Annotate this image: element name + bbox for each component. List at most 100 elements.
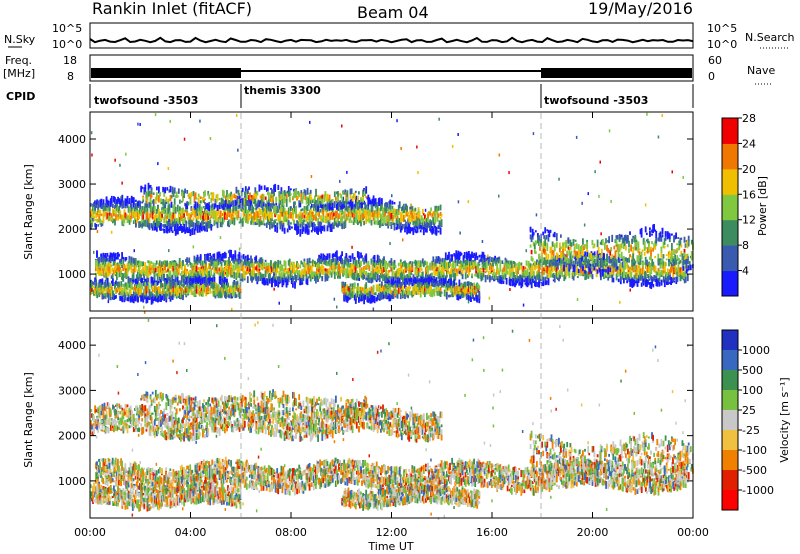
power-echo-1522 (441, 214, 443, 217)
power-echo-1767 (147, 277, 149, 283)
power-echo-4942 (365, 286, 367, 288)
nave-label: Nave (747, 64, 775, 77)
power-echo-978 (316, 213, 318, 216)
power-echo-1435 (420, 222, 422, 225)
power-echo-482 (200, 218, 202, 221)
power-echo-1486 (432, 228, 434, 234)
power-echo-95 (112, 221, 114, 223)
power-echo-2692 (350, 256, 352, 263)
power-echo-2622 (334, 272, 336, 280)
power-echo-1359 (402, 224, 404, 229)
power-echo-1465 (427, 214, 429, 219)
power-echo-3125 (443, 275, 445, 278)
power-echo-818 (278, 207, 280, 209)
power-echo-940 (308, 229, 310, 232)
power-echo-28 (96, 213, 98, 215)
power-echo-2490 (305, 263, 307, 266)
power-echo-1005 (322, 215, 324, 222)
power-echo-1390 (409, 222, 411, 225)
power-echo-253 (149, 223, 151, 230)
power-echo-2766 (365, 254, 367, 262)
power-echo-3254 (471, 274, 473, 277)
power-echo-1149 (355, 209, 357, 212)
power-echo-3339 (490, 276, 492, 280)
power-echo-3277 (476, 256, 478, 259)
power-echo-2508 (309, 263, 311, 266)
power-echo-322 (164, 208, 166, 210)
power-echo-3848 (603, 253, 605, 257)
power-echo-4738 (211, 279, 213, 282)
cpid-segment-1: twofsound -3503 (94, 94, 198, 107)
power-echo-529 (211, 225, 213, 227)
power-echo-4109 (661, 280, 663, 283)
power-echo-160 (127, 196, 129, 204)
power-echo-1744 (142, 262, 144, 264)
power-echo-4136 (667, 282, 669, 285)
power-echo-1116 (348, 211, 350, 217)
power-echo-2757 (363, 276, 365, 279)
power-echo-188 (133, 201, 135, 208)
power-echo-753 (264, 223, 266, 225)
power-echo-4653 (193, 278, 195, 281)
power-echo-1075 (338, 213, 340, 219)
power-echo-1216 (370, 212, 372, 219)
power-echo-3596 (548, 280, 550, 285)
power-echo-3682 (565, 271, 567, 277)
power-echo-3611 (551, 272, 553, 275)
power-echo-2456 (297, 267, 299, 269)
power-echo-1074 (338, 222, 340, 226)
power-echo-4089 (657, 282, 659, 285)
power-echo-2355 (275, 280, 277, 286)
power-echo-1652 (121, 265, 123, 268)
power-echo-1270 (381, 215, 383, 221)
power-echo-3312 (485, 275, 487, 282)
power-echo-1136 (353, 222, 355, 225)
power-echo-2656 (341, 258, 343, 264)
power-echo-3324 (487, 277, 489, 280)
power-echo-4441 (141, 283, 143, 289)
power-echo-1924 (182, 261, 184, 266)
power-echo-3926 (620, 276, 622, 281)
station-title: Rankin Inlet (fitACF) (92, 0, 252, 18)
power-echo-4390 (129, 282, 131, 288)
power-echo-2497 (307, 279, 309, 286)
power-echo-737 (260, 216, 262, 222)
power-echo-4361 (121, 290, 123, 294)
power-echo-2679 (347, 267, 349, 271)
power-echo-2365 (277, 261, 279, 268)
power-echo-1334 (397, 223, 399, 229)
power-echo-923 (304, 220, 306, 222)
power-echo-2745 (361, 255, 363, 257)
cpid-label: CPID (6, 90, 35, 103)
nsky-left-tick-bottom: 10^0 (52, 38, 82, 51)
power-echo-2980 (411, 267, 413, 271)
nsky-left-tick-top: 10^5 (52, 22, 82, 35)
power-echo-3574 (542, 277, 544, 281)
power-echo-838 (284, 228, 286, 234)
power-echo-2704 (352, 253, 354, 259)
power-echo-4533 (164, 283, 166, 290)
power-echo-3021 (421, 268, 423, 271)
power-echo-1680 (128, 277, 130, 282)
power-echo-4897 (353, 289, 355, 292)
power-echo-2478 (303, 275, 305, 279)
power-echo-2975 (410, 273, 412, 275)
power-echo-859 (289, 228, 291, 230)
power-echo-2462 (299, 265, 301, 269)
power-echo-1801 (155, 268, 157, 273)
power-echo-1509 (438, 213, 440, 217)
power-echo-258 (150, 212, 152, 218)
power-echo-2473 (301, 283, 303, 285)
power-echo-35 (97, 201, 99, 209)
power-echo-57 (103, 199, 105, 204)
power-echo-1475 (429, 212, 431, 216)
power-echo-784 (270, 222, 272, 224)
power-echo-2742 (360, 261, 362, 266)
power-echo-1545 (98, 257, 100, 264)
power-echo-3145 (447, 269, 449, 271)
power-echo-4612 (182, 294, 184, 297)
power-echo-4591 (177, 281, 179, 284)
power-echo-1007 (324, 227, 326, 232)
power-echo-493 (203, 222, 205, 224)
power-echo-4138 (667, 269, 669, 273)
